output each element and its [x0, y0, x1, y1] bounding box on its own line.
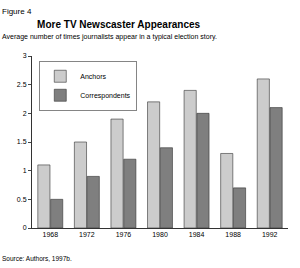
- svg-text:1968: 1968: [43, 231, 59, 238]
- svg-text:1.5: 1.5: [17, 138, 27, 145]
- svg-text:Average number of times journa: Average number of times journalists appe…: [2, 33, 217, 41]
- svg-text:0.5: 0.5: [17, 196, 27, 203]
- svg-text:Anchors: Anchors: [80, 73, 106, 80]
- svg-text:1976: 1976: [116, 231, 132, 238]
- svg-text:1992: 1992: [262, 231, 278, 238]
- svg-text:2.5: 2.5: [17, 81, 27, 88]
- svg-text:Figure 4: Figure 4: [2, 7, 32, 16]
- svg-text:1980: 1980: [152, 231, 168, 238]
- svg-text:0: 0: [23, 224, 27, 231]
- svg-text:1: 1: [23, 167, 27, 174]
- svg-text:3: 3: [23, 52, 27, 59]
- svg-text:Correspondents: Correspondents: [80, 92, 130, 100]
- svg-text:2: 2: [23, 110, 27, 117]
- svg-text:More TV Newscaster Appearances: More TV Newscaster Appearances: [37, 19, 200, 30]
- svg-text:1988: 1988: [225, 231, 241, 238]
- svg-text:1984: 1984: [189, 231, 205, 238]
- svg-text:1972: 1972: [79, 231, 95, 238]
- svg-text:Source: Authors, 1997b.: Source: Authors, 1997b.: [2, 255, 72, 262]
